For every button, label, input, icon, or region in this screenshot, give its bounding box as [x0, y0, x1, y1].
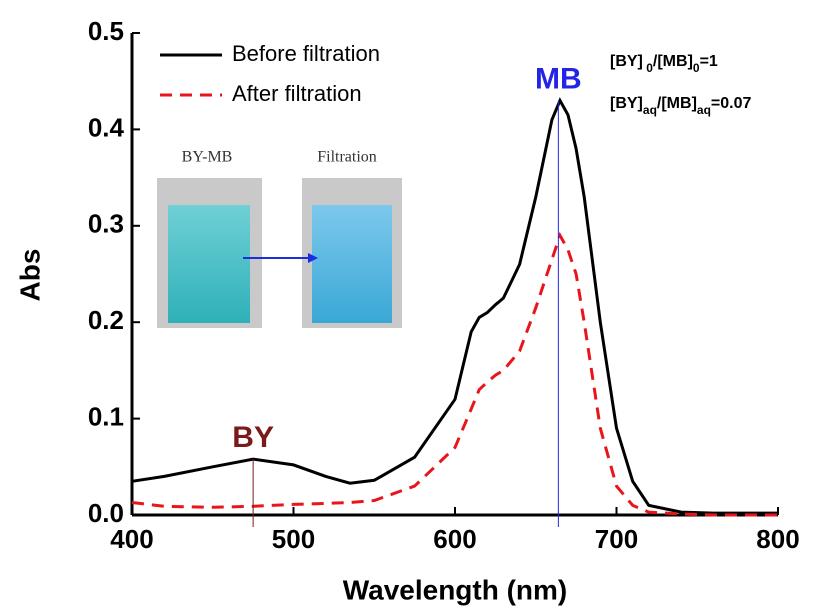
series-line	[131, 231, 778, 517]
formula-part: /[MB]	[653, 53, 693, 70]
formula: [BY]aq/[MB]aq=0.07	[610, 95, 751, 117]
x-tick-label: 600	[433, 524, 476, 554]
x-axis-title: Wavelength (nm)	[343, 574, 568, 605]
formula-part: =1	[700, 53, 718, 70]
formula-part: [BY]	[610, 95, 643, 112]
y-axis-title: Abs	[14, 249, 45, 302]
legend-label: Before filtration	[232, 41, 380, 66]
formula-part: [BY]	[610, 53, 643, 70]
legend-label: After filtration	[232, 81, 362, 106]
formula-part: aq	[697, 103, 711, 117]
photo-liquid	[312, 205, 392, 323]
y-tick-label: 0.4	[88, 112, 125, 142]
photo-liquid	[168, 205, 250, 323]
y-tick-label: 0.2	[88, 305, 124, 335]
x-tick-label: 800	[756, 524, 799, 554]
arrow-head	[308, 253, 318, 263]
inset-caption: BY-MB	[182, 149, 233, 166]
y-tick-label: 0.3	[88, 209, 124, 239]
x-tick-label: 700	[595, 524, 638, 554]
y-tick-label: 0.1	[88, 401, 124, 431]
formula-part: /[MB]	[657, 95, 697, 112]
annotation: BY	[232, 421, 274, 454]
formula-part: 0	[643, 61, 653, 75]
y-tick-label: 0.0	[88, 498, 124, 528]
y-tick-label: 0.5	[88, 16, 124, 46]
x-tick-label: 400	[110, 524, 153, 554]
formula-part: aq	[643, 103, 657, 117]
x-tick-label: 500	[272, 524, 315, 554]
formula-part: =0.07	[711, 95, 752, 112]
inset: BY-MB Filtration	[157, 149, 402, 328]
annotation: MB	[535, 62, 582, 95]
formula: [BY] 0/[MB]0=1	[610, 53, 718, 75]
series-line	[131, 97, 778, 515]
inset-caption: Filtration	[317, 149, 377, 166]
formula-part: 0	[693, 61, 700, 75]
